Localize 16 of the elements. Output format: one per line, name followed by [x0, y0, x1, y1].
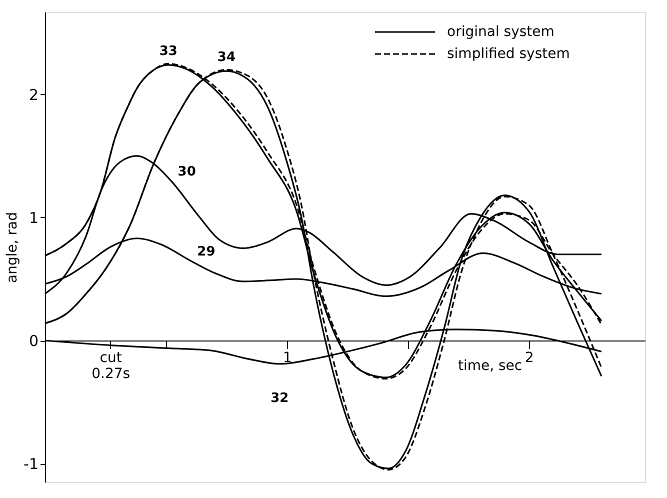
x-tick-label: 1 [282, 350, 292, 366]
annotation: 29 [197, 244, 216, 260]
annotation: 30 [178, 164, 196, 180]
y-axis-title: angle, rad [4, 212, 21, 283]
y-tick-label: 2 [28, 86, 38, 104]
annotation: 33 [159, 44, 178, 59]
x-tick-label: 2 [524, 350, 534, 366]
y-tick-label: -1 [24, 455, 38, 474]
y-tick-label: 1 [28, 208, 38, 227]
annotation: 32 [270, 390, 289, 406]
annotation: 34 [217, 50, 236, 66]
y-tick-label: 0 [28, 332, 38, 350]
x-tick-label: cut 0.27s [92, 350, 130, 382]
legend-label: original system [447, 24, 554, 40]
legend-label: simplified system [447, 46, 570, 62]
x-axis-title: time, sec [458, 358, 522, 374]
